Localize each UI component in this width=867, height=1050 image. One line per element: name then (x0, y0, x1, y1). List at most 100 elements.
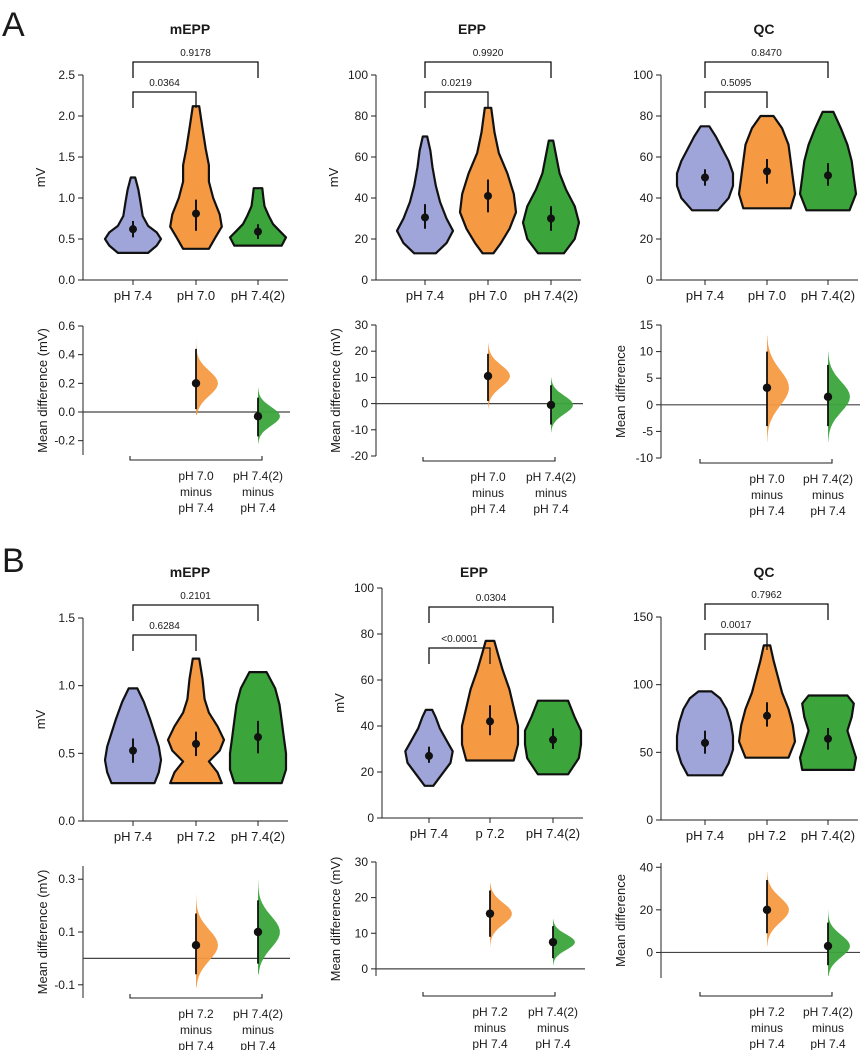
difference-label: minus (812, 488, 844, 502)
mean-difference-dot (762, 905, 772, 915)
y-tick-label: 60 (355, 150, 369, 164)
difference-label: pH 7.4 (240, 1039, 276, 1050)
chart-title: mEPP (170, 21, 210, 37)
y-tick-label: 40 (361, 719, 375, 733)
mean-difference-dot (485, 909, 495, 918)
x-tick-label: pH 7.4 (114, 829, 152, 844)
significance-bracket (704, 61, 829, 78)
estimation-x-axis (422, 457, 556, 462)
bootstrap-distribution (196, 340, 218, 415)
estimation-y-tick-label: 0.3 (58, 872, 75, 886)
x-tick-label: pH 7.4 (114, 288, 152, 303)
estimation-y-tick-label: 15 (640, 318, 654, 332)
estimation-y-tick-label: 10 (355, 926, 369, 940)
violin (521, 139, 581, 255)
difference-label: pH 7.4(2) (233, 469, 283, 483)
bootstrap-distribution (828, 909, 850, 976)
y-tick-label: 2.0 (58, 109, 75, 123)
estimation-y-axis-label: Mean difference (mV) (35, 870, 50, 995)
p-value-label: 0.7962 (751, 590, 782, 601)
x-tick-label: pH 7.4 (686, 288, 724, 303)
mean-difference-dot (483, 371, 493, 381)
x-tick-label: p 7.2 (476, 826, 505, 841)
estimation-y-tick-label: 0 (361, 962, 368, 976)
violin (103, 176, 163, 254)
mean-dot (425, 751, 433, 760)
x-tick-label: pH 7.2 (748, 828, 786, 843)
mean-dot (486, 717, 494, 726)
estimation-y-tick-label: 10 (355, 370, 369, 384)
mean-dot (484, 191, 492, 200)
y-tick-label: 50 (640, 745, 654, 759)
bootstrap-distribution (767, 871, 789, 947)
mean-dot (701, 738, 709, 747)
y-tick-label: 80 (640, 109, 654, 123)
p-value-label: 0.0364 (149, 78, 180, 89)
difference-label: pH 7.0 (749, 472, 785, 486)
x-tick-label: pH 7.0 (748, 288, 786, 303)
estimation-y-tick-label: 30 (355, 318, 369, 332)
mean-dot (129, 225, 137, 234)
y-tick-label: 0 (361, 273, 368, 287)
x-tick-label: pH 7.2 (177, 829, 215, 844)
significance-bracket (428, 606, 554, 623)
bootstrap-distribution (258, 879, 280, 975)
mean-difference-dot (546, 400, 556, 410)
estimation-y-tick-label: -0.2 (54, 434, 75, 448)
p-value-label: 0.5095 (721, 78, 752, 89)
difference-label: minus (242, 1023, 274, 1037)
y-axis-label: mV (33, 167, 48, 187)
estimation-y-tick-label: 0.4 (58, 348, 75, 362)
estimation-y-tick-label: 0.2 (58, 376, 75, 390)
difference-label: pH 7.4 (240, 501, 276, 515)
bootstrap-distribution (767, 335, 789, 442)
chart-4: mEPP 0.0 0.5 1.0 1.5 mV pH 7.4 pH 7.2 pH 7.4(2) 0… (33, 564, 290, 1050)
x-tick-label: pH 7.0 (177, 288, 215, 303)
estimation-y-axis-label: Mean difference (mV) (35, 328, 50, 453)
mean-dot (763, 711, 771, 720)
estimation-x-axis (129, 456, 263, 461)
significance-bracket (424, 91, 489, 108)
difference-label: pH 7.4(2) (526, 470, 576, 484)
mean-dot (824, 171, 832, 180)
y-tick-label: 100 (354, 581, 374, 595)
difference-label: pH 7.4 (810, 504, 846, 518)
significance-bracket (424, 61, 552, 78)
estimation-y-tick-label: -5 (642, 424, 653, 438)
y-axis-label: mV (33, 709, 48, 729)
bootstrap-distribution (488, 343, 510, 409)
bootstrap-distribution (553, 919, 575, 966)
p-value-label: 0.0017 (721, 620, 752, 631)
chart-6: QC 0 50 100 150 pH 7.4 pH 7.2 pH 7.4(2) 0.0017 0.… (613, 564, 860, 1050)
mean-dot (824, 734, 832, 743)
bootstrap-distribution (490, 883, 512, 948)
panel-label-a: A (2, 6, 25, 44)
difference-label: pH 7.2 (178, 1007, 214, 1021)
difference-label: pH 7.2 (749, 1005, 785, 1019)
estimation-y-tick-label: 0.1 (58, 925, 75, 939)
significance-bracket (428, 647, 491, 664)
difference-label: minus (812, 1021, 844, 1035)
violin (169, 105, 223, 250)
p-value-label: 0.6284 (149, 621, 180, 632)
p-value-label: 0.0219 (441, 78, 472, 89)
mean-difference-dot (762, 383, 772, 392)
estimation-y-tick-label: 20 (355, 344, 369, 358)
mean-dot (763, 167, 771, 176)
p-value-label: 0.9178 (180, 48, 211, 59)
violin (395, 135, 455, 255)
y-axis-label: mV (332, 693, 347, 713)
panel-label-b: B (2, 542, 25, 580)
estimation-y-tick-label: 0 (646, 945, 653, 959)
estimation-y-tick-label: -20 (351, 449, 369, 463)
y-tick-label: 20 (640, 232, 654, 246)
y-axis-label: mV (326, 167, 341, 187)
estimation-x-axis (129, 994, 263, 999)
x-tick-label: pH 7.4(2) (524, 288, 578, 303)
difference-label: pH 7.0 (470, 470, 506, 484)
estimation-y-tick-label: 0.0 (58, 405, 75, 419)
difference-label: pH 7.4 (178, 1039, 214, 1050)
